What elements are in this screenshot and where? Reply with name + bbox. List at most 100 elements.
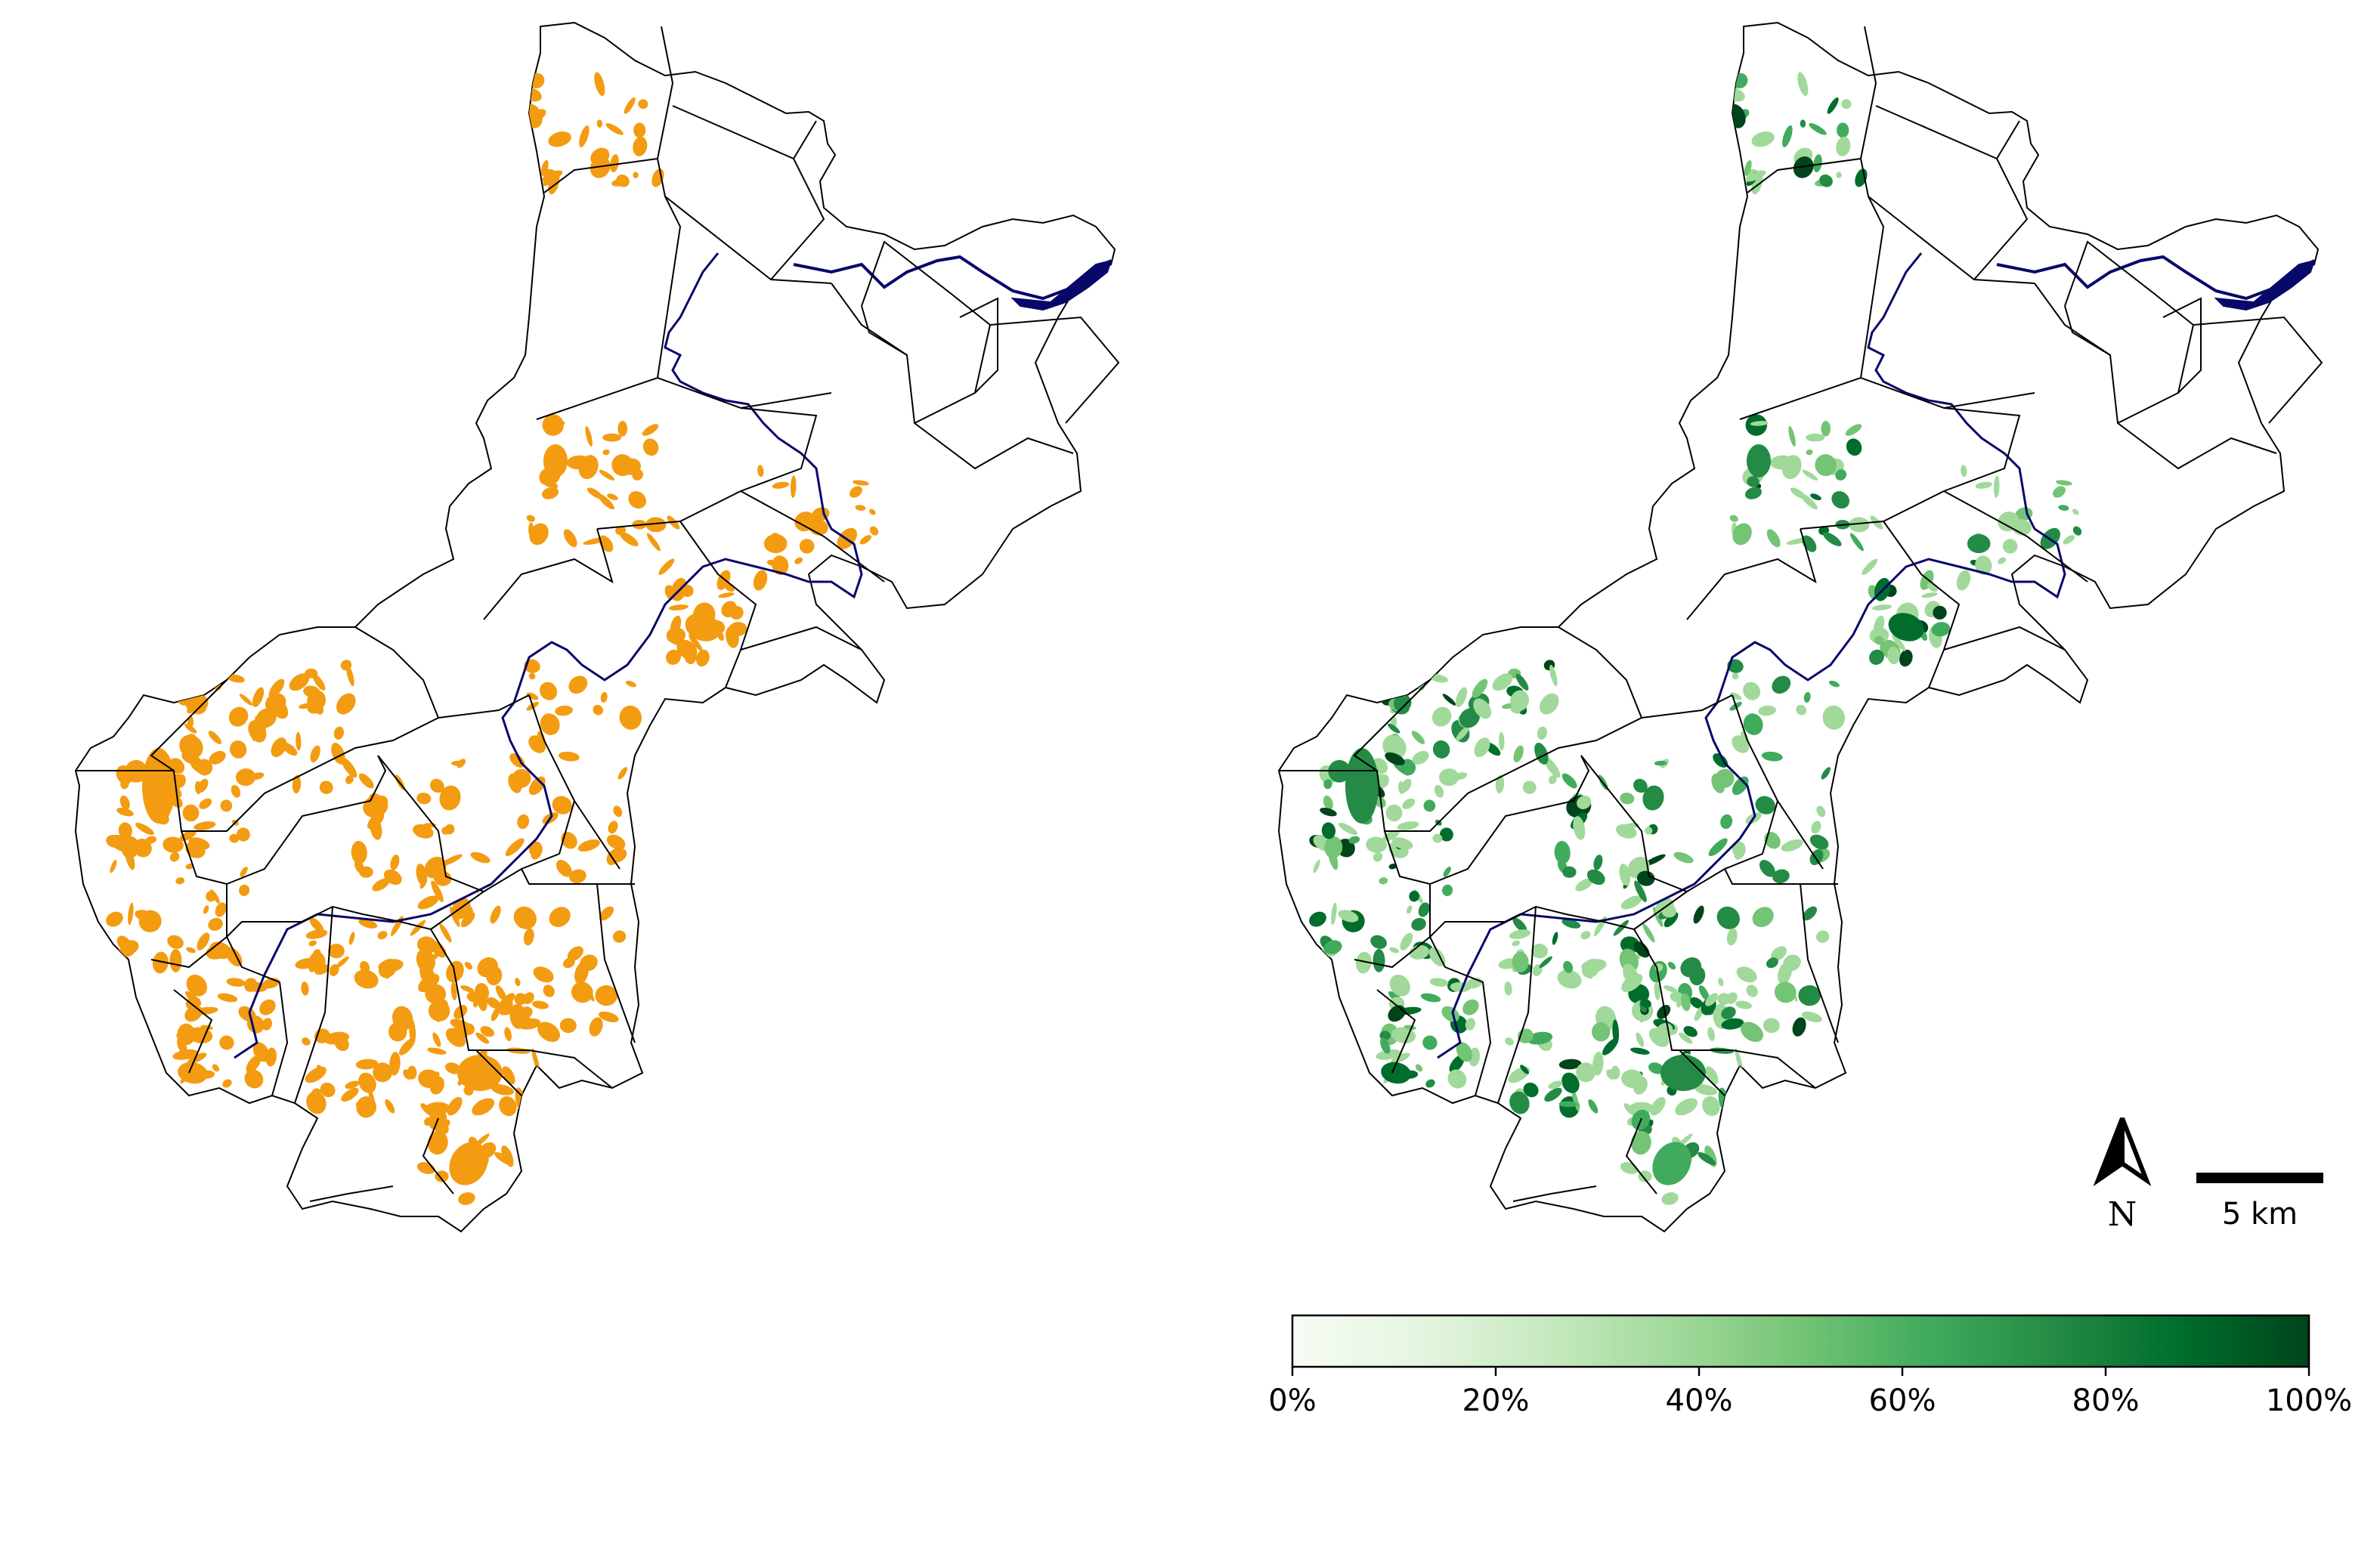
land-patch <box>1811 821 1821 834</box>
land-patch <box>1661 1192 1679 1205</box>
land-patch <box>531 1139 555 1157</box>
land-patch <box>1548 774 1557 784</box>
land-patch <box>1743 682 1761 700</box>
land-patch <box>458 1192 475 1205</box>
land-patch <box>1633 941 1650 958</box>
land-patch <box>1388 864 1397 870</box>
land-patch <box>1871 604 1892 610</box>
land-patch <box>606 834 626 850</box>
land-patch <box>1309 911 1326 927</box>
land-patch <box>1459 708 1480 728</box>
land-patch <box>1741 1022 1763 1043</box>
land-patch <box>1836 172 1842 178</box>
land-patch <box>431 880 444 903</box>
land-patch <box>358 1072 376 1093</box>
land-patch <box>534 1165 546 1182</box>
land-patch <box>569 869 586 884</box>
land-patch <box>542 170 563 182</box>
land-patch <box>341 757 357 778</box>
land-patch <box>236 827 250 842</box>
land-patch <box>118 822 133 839</box>
land-patch <box>186 947 196 954</box>
land-patch <box>1645 827 1653 835</box>
land-patch <box>1831 491 1849 509</box>
land-patch <box>427 1130 448 1155</box>
land-patch <box>184 723 197 734</box>
land-patch <box>1573 816 1586 840</box>
land-patch <box>1323 779 1332 790</box>
land-patch <box>1320 807 1337 817</box>
land-patch <box>1633 778 1648 793</box>
land-patch <box>1630 1130 1651 1155</box>
land-patch <box>1443 867 1451 877</box>
land-patch <box>1734 1139 1758 1157</box>
land-patch <box>1846 438 1862 456</box>
land-patch <box>528 735 546 753</box>
land-patch <box>1716 906 1740 929</box>
land-patch <box>543 476 556 487</box>
land-patch <box>543 984 555 997</box>
land-patch <box>215 902 227 917</box>
land-patch <box>135 910 156 923</box>
land-patch <box>1602 1037 1619 1056</box>
land-patch <box>470 852 491 864</box>
land-patch <box>439 785 461 811</box>
land-patch <box>447 1096 463 1116</box>
land-patch <box>312 673 326 691</box>
land-patch <box>794 557 803 564</box>
land-patch <box>1523 1082 1539 1098</box>
land-patch <box>607 493 618 501</box>
land-patch <box>187 1052 207 1064</box>
land-patch <box>859 535 871 545</box>
land-patch <box>418 1069 441 1089</box>
land-patch <box>1796 704 1807 716</box>
land-patch <box>1324 836 1343 859</box>
land-patch <box>1527 1031 1553 1045</box>
land-patch <box>525 1089 545 1108</box>
land-patch <box>1393 694 1412 712</box>
land-patch <box>531 1195 541 1208</box>
land-patch <box>1648 1062 1664 1074</box>
land-patch <box>799 539 815 554</box>
land-patch <box>513 906 537 929</box>
north-label: N <box>2108 1195 2137 1234</box>
colorbar: 0% 20% 40% 60% 80% 100% <box>1268 1314 2352 1418</box>
land-patch <box>555 705 573 716</box>
land-patch <box>302 1037 311 1046</box>
land-patch <box>1402 798 1416 809</box>
land-patch <box>1385 752 1405 766</box>
land-patch <box>671 635 681 645</box>
land-patch <box>388 1022 407 1042</box>
land-patch <box>772 555 789 576</box>
colorbar-tick-label: 80% <box>2072 1383 2140 1418</box>
land-patch <box>445 1028 466 1047</box>
land-patch <box>1823 532 1842 547</box>
land-patch <box>666 649 681 665</box>
land-patch <box>1420 993 1441 1003</box>
land-patch <box>1726 992 1738 1004</box>
land-patch <box>1800 119 1806 128</box>
land-patch <box>611 454 633 477</box>
land-patch <box>358 919 378 929</box>
land-patch <box>502 1201 517 1210</box>
land-patch <box>628 491 646 509</box>
land-patch <box>1803 691 1811 703</box>
land-patch <box>1648 1028 1670 1047</box>
colorbar-tick-label: 100% <box>2266 1383 2352 1418</box>
land-patch <box>790 475 797 498</box>
land-patch <box>477 993 487 1012</box>
land-patch <box>1394 763 1410 776</box>
land-patch <box>1993 475 2000 498</box>
land-patch <box>270 698 289 719</box>
land-patch <box>1636 870 1655 886</box>
land-patch <box>1432 833 1443 843</box>
land-patch <box>441 854 463 867</box>
land-patch <box>1544 757 1561 778</box>
land-patch <box>1746 984 1758 997</box>
land-patch <box>1657 1004 1671 1019</box>
land-patch <box>1821 421 1831 437</box>
land-patch <box>568 675 588 694</box>
land-patch <box>1575 878 1593 892</box>
colorbar-tick-label: 20% <box>1462 1383 1530 1418</box>
land-patch <box>301 981 309 996</box>
